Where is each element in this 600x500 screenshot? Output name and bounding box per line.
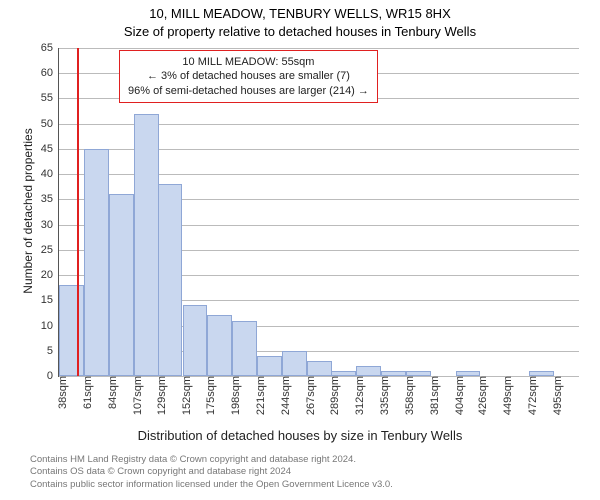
x-tick: 267sqm: [305, 376, 317, 415]
x-tick: 129sqm: [156, 376, 168, 415]
annotation-line2: ← 3% of detached houses are smaller (7): [128, 69, 369, 83]
x-tick: 381sqm: [429, 376, 441, 415]
y-tick: 55: [41, 92, 59, 104]
histogram-bar: [183, 305, 208, 376]
y-tick: 5: [47, 345, 59, 357]
annotation-line1: 10 MILL MEADOW: 55sqm: [128, 55, 369, 69]
histogram-bar: [307, 361, 332, 376]
x-tick: 38sqm: [57, 376, 69, 409]
histogram-bar: [207, 315, 232, 376]
x-tick: 358sqm: [404, 376, 416, 415]
x-tick: 152sqm: [181, 376, 193, 415]
chart-plot-area: 0510152025303540455055606538sqm61sqm84sq…: [58, 48, 579, 377]
property-annotation: 10 MILL MEADOW: 55sqm← 3% of detached ho…: [119, 50, 378, 103]
x-tick: 107sqm: [132, 376, 144, 415]
footnote-line2: Contains OS data © Crown copyright and d…: [30, 466, 393, 478]
x-tick: 244sqm: [280, 376, 292, 415]
histogram-bar: [257, 356, 282, 376]
x-tick: 175sqm: [205, 376, 217, 415]
y-tick: 65: [41, 42, 59, 54]
chart-title-line2: Size of property relative to detached ho…: [0, 24, 600, 39]
x-tick: 221sqm: [255, 376, 267, 415]
histogram-bar: [109, 194, 134, 376]
x-tick: 61sqm: [82, 376, 94, 409]
histogram-bar: [84, 149, 109, 376]
x-tick: 449sqm: [502, 376, 514, 415]
property-marker-line: [77, 48, 79, 376]
histogram-bar: [232, 321, 257, 377]
y-tick: 10: [41, 320, 59, 332]
histogram-bar: [134, 114, 159, 376]
y-axis-label: Number of detached properties: [21, 111, 35, 311]
histogram-bar: [282, 351, 307, 376]
footnote-line1: Contains HM Land Registry data © Crown c…: [30, 454, 393, 466]
x-tick: 335sqm: [379, 376, 391, 415]
footnote-line3: Contains public sector information licen…: [30, 479, 393, 491]
x-tick: 289sqm: [329, 376, 341, 415]
footnote: Contains HM Land Registry data © Crown c…: [30, 454, 393, 491]
y-tick: 45: [41, 143, 59, 155]
y-tick: 35: [41, 193, 59, 205]
y-tick: 40: [41, 168, 59, 180]
x-tick: 84sqm: [107, 376, 119, 409]
y-tick: 25: [41, 244, 59, 256]
y-tick: 20: [41, 269, 59, 281]
y-tick: 15: [41, 294, 59, 306]
y-tick: 50: [41, 118, 59, 130]
x-tick: 426sqm: [477, 376, 489, 415]
x-tick: 312sqm: [354, 376, 366, 415]
x-axis-label: Distribution of detached houses by size …: [0, 428, 600, 443]
histogram-bar: [158, 184, 183, 376]
annotation-line3: 96% of semi-detached houses are larger (…: [128, 84, 369, 98]
chart-title-line1: 10, MILL MEADOW, TENBURY WELLS, WR15 8HX: [0, 6, 600, 21]
x-tick: 495sqm: [552, 376, 564, 415]
y-tick: 30: [41, 219, 59, 231]
x-tick: 198sqm: [230, 376, 242, 415]
histogram-bar: [59, 285, 84, 376]
x-tick: 404sqm: [454, 376, 466, 415]
y-tick: 60: [41, 67, 59, 79]
gridline: [59, 48, 579, 49]
x-tick: 472sqm: [527, 376, 539, 415]
histogram-bar: [356, 366, 381, 376]
